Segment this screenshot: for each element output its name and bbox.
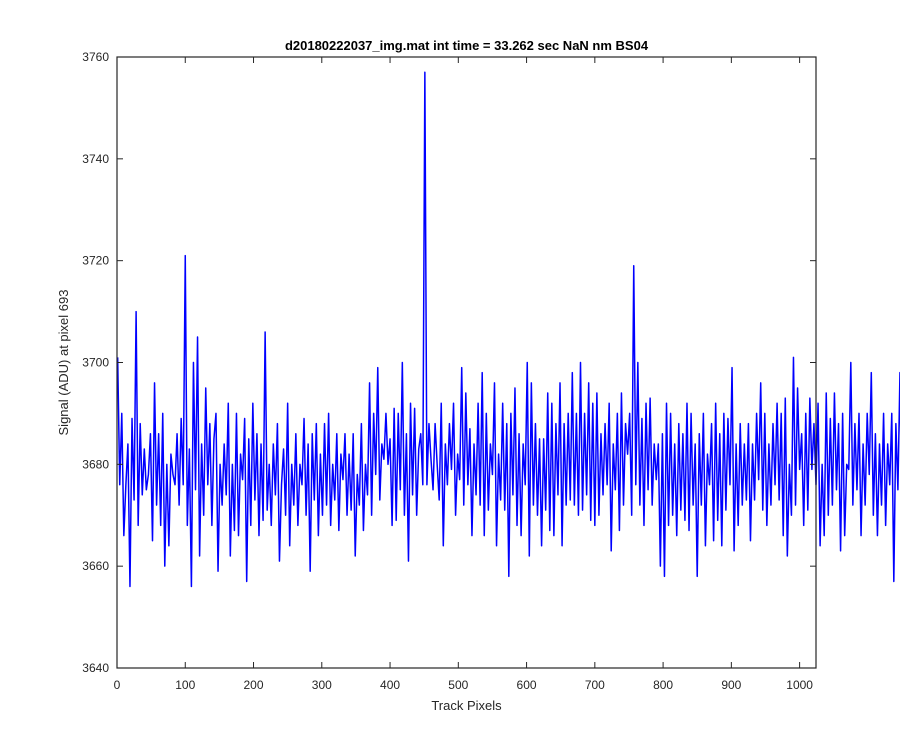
x-axis-title: Track Pixels	[431, 698, 502, 713]
y-tick-label: 3680	[82, 457, 109, 471]
y-tick-label: 3760	[82, 50, 109, 64]
x-tick-label: 400	[380, 678, 400, 692]
x-tick-label: 300	[312, 678, 332, 692]
y-tick-label: 3720	[82, 254, 109, 268]
x-tick-label: 900	[721, 678, 741, 692]
y-tick-label: 3660	[82, 559, 109, 573]
x-tick-label: 100	[175, 678, 195, 692]
series-line-0	[116, 71, 900, 588]
plot-area	[117, 57, 816, 668]
y-tick-label: 3740	[82, 152, 109, 166]
y-axis-title: Signal (ADU) at pixel 693	[56, 290, 71, 436]
series-layer	[116, 71, 900, 588]
y-tick-label: 3700	[82, 356, 109, 370]
x-tick-label: 200	[244, 678, 264, 692]
x-tick-label: 500	[448, 678, 468, 692]
y-tick-label: 3640	[82, 661, 109, 675]
x-tick-label: 1000	[786, 678, 813, 692]
chart-title: d20180222037_img.mat int time = 33.262 s…	[285, 38, 649, 53]
x-tick-label: 700	[585, 678, 605, 692]
x-tick-label: 0	[114, 678, 121, 692]
axes-layer: 0 100 200 300 400 500 600 700 800 900 1000 3640 3660…	[82, 50, 817, 692]
x-tick-label: 600	[517, 678, 537, 692]
x-tick-label: 800	[653, 678, 673, 692]
